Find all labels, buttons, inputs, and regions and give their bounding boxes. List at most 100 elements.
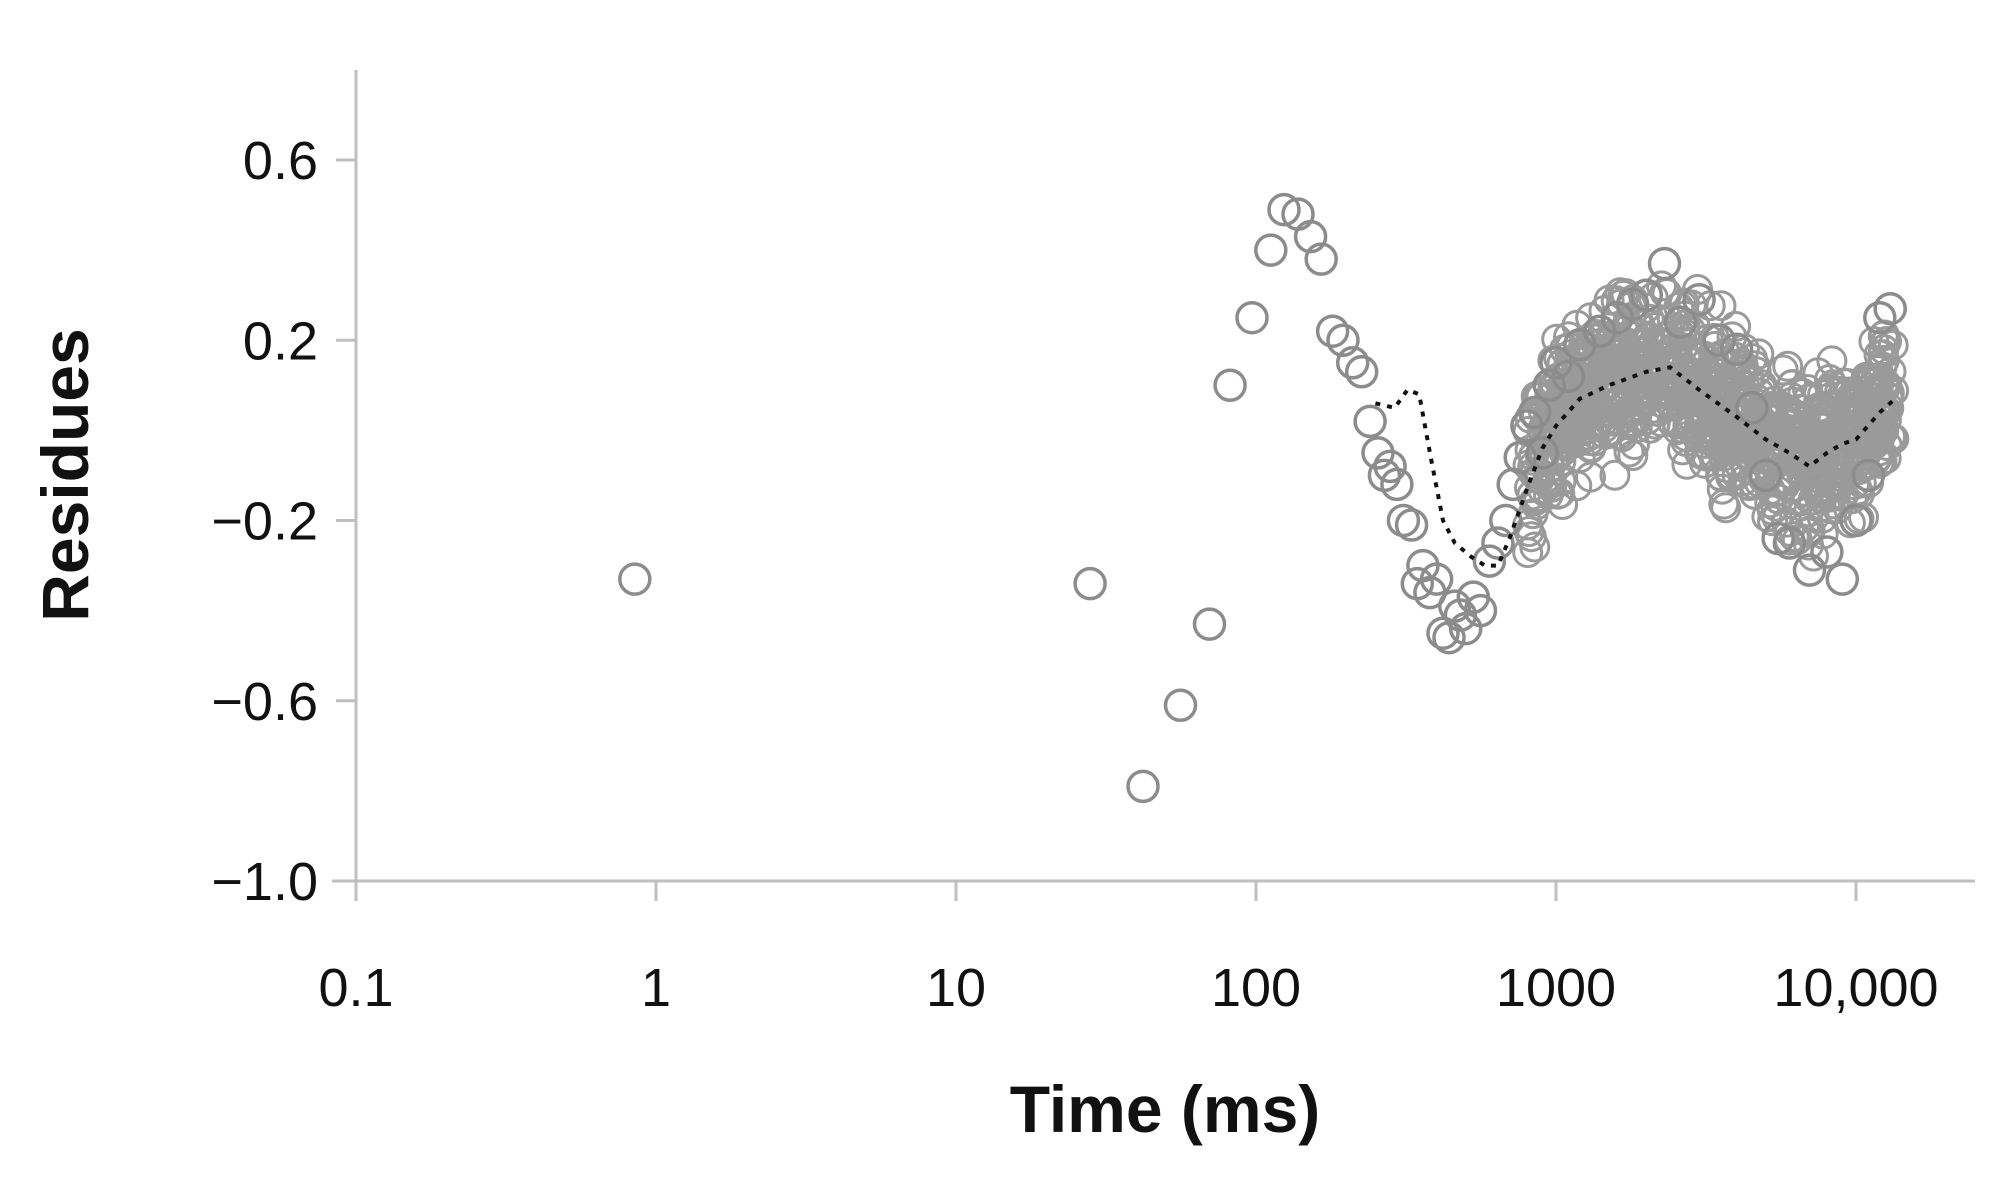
dense-data-point <box>1807 502 1838 534</box>
data-point <box>1335 346 1370 380</box>
dense-data-point <box>1724 428 1756 460</box>
data-point <box>1419 562 1454 596</box>
fit-line-group <box>1374 365 1897 568</box>
data-point <box>1438 589 1472 623</box>
data-point <box>1472 544 1507 578</box>
data-point <box>1463 593 1498 628</box>
dense-data-point <box>1619 429 1650 460</box>
dense-data-point <box>1627 329 1659 361</box>
data-point <box>1344 355 1379 389</box>
data-point <box>1304 242 1338 276</box>
dense-data-point <box>1636 374 1667 406</box>
dense-data-point <box>1784 393 1816 425</box>
dense-data-point <box>1600 344 1632 375</box>
data-point <box>1532 368 1567 403</box>
y-tick-label: −1.0 <box>211 852 318 912</box>
data-point <box>1682 282 1716 317</box>
dense-data-band <box>1512 270 1910 572</box>
data-point <box>1426 616 1460 650</box>
data-point <box>1235 300 1269 335</box>
dense-data-point <box>1704 340 1736 372</box>
dense-data-point <box>1811 431 1843 463</box>
data-point <box>1373 449 1407 484</box>
data-point <box>1163 688 1198 723</box>
data-point <box>1353 404 1387 439</box>
dense-data-point <box>1767 418 1799 450</box>
dense-data-point <box>1810 408 1842 440</box>
dense-data-point <box>1671 448 1703 480</box>
dense-data-point <box>1705 290 1737 322</box>
data-point <box>1825 562 1860 596</box>
dense-data-point <box>1599 459 1631 491</box>
data-point <box>1748 458 1783 493</box>
dense-data-point <box>1754 442 1786 474</box>
dense-data-point <box>1855 416 1887 448</box>
dense-data-point <box>1739 478 1771 510</box>
data-point <box>1315 314 1350 348</box>
y-tick-label: −0.2 <box>211 492 318 552</box>
data-point <box>1192 607 1227 641</box>
dense-data-point <box>1738 432 1770 463</box>
x-tick-label: 10,000 <box>1773 958 1938 1018</box>
dense-data-point <box>1646 406 1677 438</box>
data-point <box>1503 440 1537 475</box>
dense-data-point <box>1621 307 1653 339</box>
data-point <box>1525 436 1560 470</box>
data-point <box>1489 503 1523 538</box>
x-tick-label: 100 <box>1211 958 1301 1018</box>
dense-data-point <box>1710 492 1742 524</box>
axes <box>332 70 1975 883</box>
x-axis-title: Time (ms) <box>1010 1072 1321 1146</box>
x-tick-label: 1000 <box>1496 958 1616 1018</box>
data-point <box>1073 566 1107 601</box>
data-point <box>1663 305 1698 339</box>
data-point <box>1629 278 1664 312</box>
dense-data-point <box>1707 362 1739 394</box>
y-axis-title: Residues <box>28 328 102 621</box>
data-point <box>1735 391 1769 425</box>
dense-data-point <box>1711 452 1743 484</box>
dense-data-point <box>1754 474 1786 506</box>
data-point <box>1863 300 1897 335</box>
data-point <box>1380 467 1414 502</box>
x-tick-label: 0.1 <box>318 958 393 1018</box>
dense-data-point <box>1575 461 1606 493</box>
dense-data-point <box>1700 398 1732 430</box>
y-tick-label: 0.2 <box>243 311 318 371</box>
dense-data-point <box>1610 344 1641 376</box>
data-point <box>1481 526 1515 560</box>
data-point <box>1772 526 1807 560</box>
dense-data-point <box>1764 433 1796 464</box>
data-point <box>1254 233 1288 267</box>
data-point <box>1810 535 1844 569</box>
data-point <box>1267 192 1301 227</box>
data-point <box>1647 246 1682 281</box>
dense-data-point <box>1628 384 1660 416</box>
dense-data-point <box>1703 423 1735 455</box>
data-point <box>1126 769 1160 804</box>
data-point <box>1702 323 1736 358</box>
dense-data-point <box>1768 392 1800 424</box>
dense-data-point <box>1814 472 1846 504</box>
dense-data-point <box>1519 531 1551 563</box>
data-point <box>1293 219 1328 254</box>
dense-data-point <box>1657 350 1689 382</box>
dense-data-point <box>1542 388 1574 420</box>
data-point <box>1873 291 1907 326</box>
dense-data-point <box>1593 284 1625 316</box>
data-points <box>618 192 1907 804</box>
y-tick-label: −0.6 <box>211 672 318 732</box>
data-point <box>1551 359 1586 394</box>
dense-data-point <box>1700 441 1732 473</box>
data-point <box>1792 553 1827 587</box>
data-point <box>1518 395 1552 430</box>
y-tick-label: 0.6 <box>243 131 318 191</box>
x-tick-label: 10 <box>926 958 986 1018</box>
dense-data-point <box>1532 461 1564 493</box>
data-point <box>1839 503 1873 538</box>
dense-data-point <box>1739 469 1771 501</box>
data-point <box>1719 332 1754 367</box>
dense-data-point <box>1788 417 1820 449</box>
data-point <box>1326 323 1360 358</box>
